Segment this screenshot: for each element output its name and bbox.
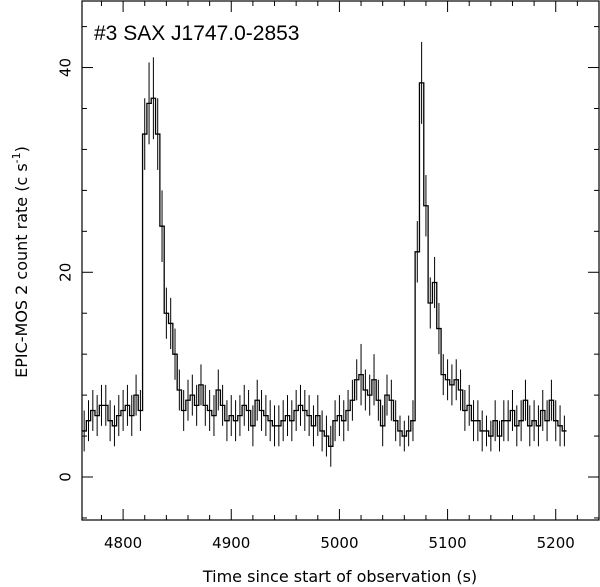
x-axis-ticks: 4800 4900 5000 5100 5200 xyxy=(100,1,600,552)
y-axis-label-text: EPIC-MOS 2 count rate (c s xyxy=(12,163,31,378)
y-axis-label-sup: -1 xyxy=(10,152,23,163)
plot-frame xyxy=(81,0,600,521)
x-tick-label: 4900 xyxy=(212,534,250,552)
x-tick-label: 5200 xyxy=(537,534,575,552)
x-axis-label: Time since start of observation (s) xyxy=(202,567,477,586)
chart-title: #3 SAX J1747.0-2853 xyxy=(94,22,300,45)
x-tick-label: 4800 xyxy=(104,534,142,552)
x-tick-label: 5100 xyxy=(428,534,466,552)
y-tick-label: 20 xyxy=(57,263,75,282)
y-axis-ticks: 0 20 40 xyxy=(57,26,599,519)
y-tick-label: 40 xyxy=(57,58,75,77)
y-axis-label-close: ) xyxy=(12,146,31,152)
x-tick-label: 5000 xyxy=(320,534,358,552)
y-axis-label: EPIC-MOS 2 count rate (c s-1) xyxy=(10,146,31,378)
y-tick-label: 0 xyxy=(57,472,75,482)
series-line xyxy=(82,82,567,447)
